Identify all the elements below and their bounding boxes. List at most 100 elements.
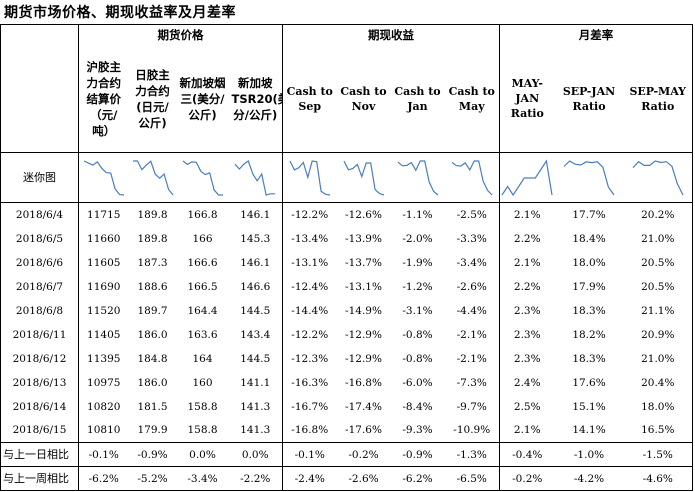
table-cell: 141.3 [228,418,283,443]
table-cell: 18.3% [572,304,606,317]
table-cell: 21.0% [623,226,694,251]
table-row: 2018/6/13 10975 186.0 160 141.1 -16.3% -16.8% -… [0,370,694,395]
table-cell: -13.7% [345,256,382,269]
table-cell: -3.4% [444,250,500,275]
sparkline-cell [444,152,500,203]
sparkline-chart [451,159,493,195]
sparkline-cell [554,152,624,203]
summary-cell: -0.9% [390,442,445,467]
sparkline-cell [390,152,445,203]
sparkline-series [83,159,124,196]
table-cell: -2.6% [444,274,500,299]
table-cell: 187.3 [137,256,168,269]
table-cell: 184.8 [137,352,168,365]
table-cell: 16.5% [623,418,694,443]
summary-cell: -3.4% [176,466,229,491]
summary-cell: 0.0% [228,442,283,467]
table-row: 2018/6/6 11605 187.3 166.6 146.1 -13.1% -13.7%… [0,250,694,275]
table-cell: 146.1 [228,202,283,227]
sparkline-chart [342,160,384,196]
table-cell: -17.4% [345,400,382,413]
sparkline-series [289,159,330,196]
column-header: 新加坡TSR20(美分/公斤) [228,45,283,153]
table-cell: 163.6 [187,328,218,341]
table-cell: 11715 [87,208,121,221]
sparkline-cell [282,152,337,203]
summary-cell: -0.4% [499,442,555,467]
sparkline-cell [176,152,229,203]
table-cell: 146.1 [228,250,283,275]
table-cell: 15.1% [572,400,606,413]
table-cell: 166.5 [187,280,218,293]
table-cell: -12.2% [291,208,329,221]
page-title: 期货市场价格、期现收益率及月差率 [4,5,236,21]
sparkline-label: 迷你图 [0,152,79,203]
table-row: 2018/6/15 10810 179.9 158.8 141.3 -16.8% -17.6… [0,418,694,443]
table-cell: 166.8 [187,208,218,221]
summary-cell: 0.0% [176,442,229,467]
table-cell: -17.6% [336,418,391,443]
column-header: Cash to Sep [286,84,333,113]
table-cell: 2.2% [513,232,541,245]
table-cell: 11605 [87,256,121,269]
table-cell: 18.0% [623,394,694,419]
table-cell: 158.8 [176,418,229,443]
column-header: Cash to Nov [340,84,387,113]
summary-cell: -1.0% [554,442,624,467]
table-cell: -16.8% [345,376,382,389]
table-row: 2018/6/4 11715 189.8 166.8 146.1 -12.2% -12.6%… [0,202,694,227]
summary-cell: -2.2% [228,466,283,491]
table-cell: -10.9% [444,418,500,443]
sparkline-cell [128,152,177,203]
table-cell: 17.9% [572,280,606,293]
table-cell: 181.5 [137,400,168,413]
summary-row: 与上一周相比 -6.2% -5.2% -3.4% -2.2% -2.4% -2.6% -6.2… [0,466,694,491]
table-cell: -12.2% [291,328,329,341]
table-cell: 2.3% [513,352,541,365]
row-date: 2018/6/15 [0,418,79,443]
summary-cell: -2.6% [336,466,391,491]
column-header: Cash to Jan [394,84,441,113]
table-cell: 10820 [87,400,121,413]
table-cell: -12.9% [345,328,382,341]
table-cell: 2.3% [513,304,541,317]
sparkline-series [234,159,276,196]
table-cell: 158.8 [187,400,218,413]
table-cell: 10810 [78,418,129,443]
summary-row: 与上一日相比 -0.1% -0.9% 0.0% 0.0% -0.1% -0.2% -0.9% -… [0,442,694,467]
table-cell: 143.4 [228,322,283,347]
table-cell: 166 [192,232,213,245]
table-cell: 21.0% [623,346,694,371]
sparkline-chart [182,160,223,196]
table-cell: -6.0% [402,376,433,389]
table-cell: -16.8% [282,418,337,443]
table-cell: 11395 [87,352,121,365]
summary-cell: -0.1% [78,442,129,467]
sparkline-series [132,159,173,195]
group-spot-return: 期现收益 [282,24,500,46]
table-cell: 144.5 [228,346,283,371]
row-date: 2018/6/11 [0,322,79,347]
summary-label: 与上一周相比 [0,466,79,491]
table-cell: 160 [192,376,213,389]
table-row: 2018/6/14 10820 181.5 158.8 141.3 -16.7% -17.4… [0,394,694,419]
sparkline-chart [132,159,173,195]
table-cell: -12.3% [291,352,329,365]
sparkline-chart [289,159,330,196]
table-cell: 18.3% [572,352,606,365]
summary-cell: -2.4% [282,466,337,491]
group-month-spread: 月差率 [499,24,694,46]
column-header: Cash to May [444,45,500,153]
table-cell: 2.3% [513,328,541,341]
table-cell: -12.9% [345,352,382,365]
summary-cell: -0.1% [282,442,337,467]
table-cell: -16.3% [291,376,329,389]
table-cell: 18.4% [572,232,606,245]
sparkline-series [451,159,493,195]
table-cell: -2.0% [402,232,433,245]
table-cell: 145.3 [228,226,283,251]
table-cell: 20.9% [623,322,694,347]
table-cell: 11690 [87,280,121,293]
table-cell: -13.9% [345,232,382,245]
table-cell: 189.8 [137,208,168,221]
